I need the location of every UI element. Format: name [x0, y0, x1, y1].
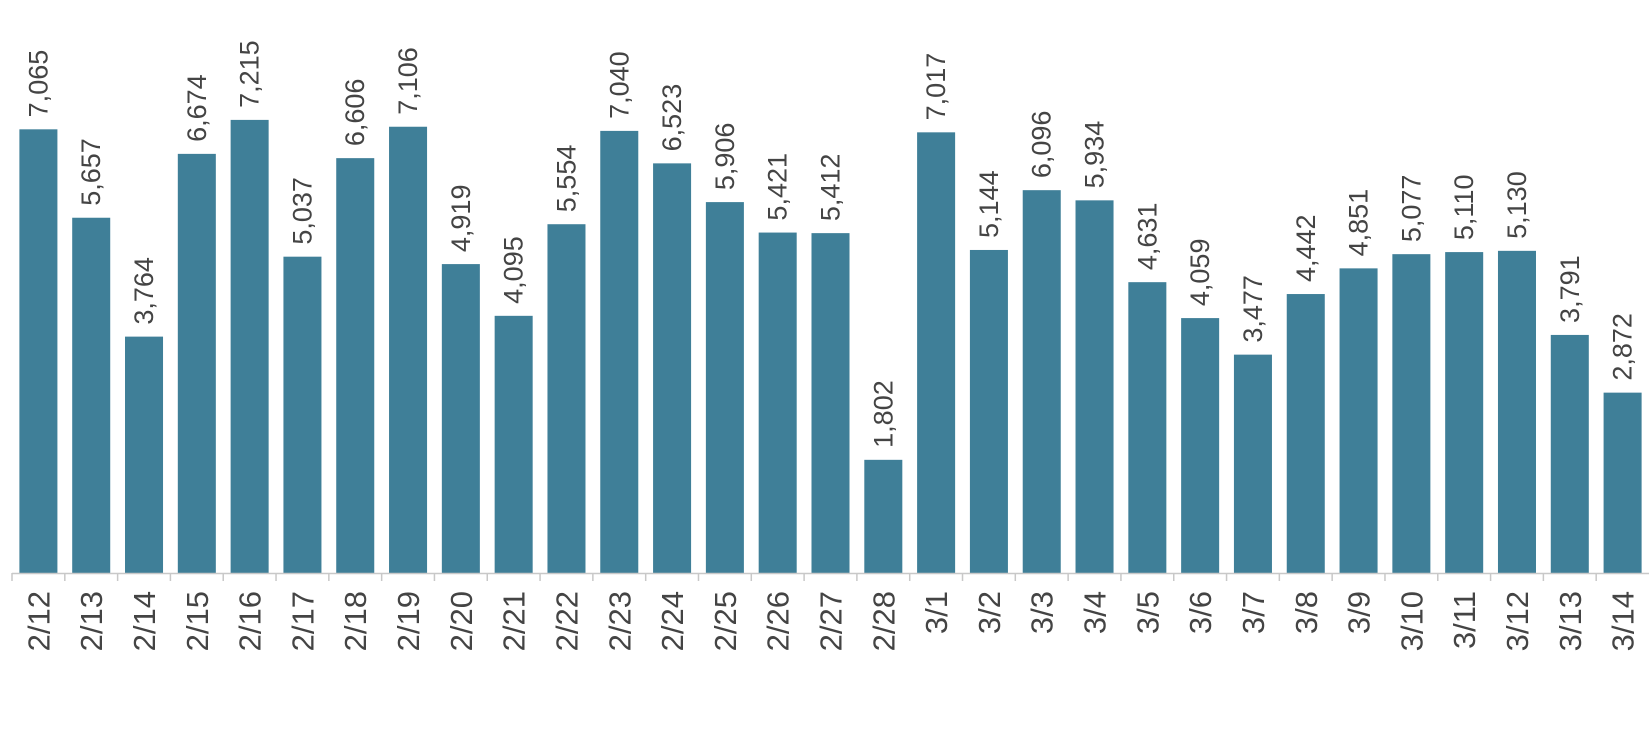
value-label-2-20: 4,919 [446, 185, 476, 253]
x-tick-label-3-7: 3/7 [1236, 591, 1271, 634]
bar-2-20 [441, 264, 480, 573]
bar-2-25 [705, 202, 744, 573]
x-tick-label-2-27: 2/27 [814, 591, 849, 651]
bar-3-6 [1181, 318, 1220, 573]
bar-3-5 [1128, 282, 1167, 573]
value-label-2-25: 5,906 [710, 123, 740, 191]
x-axis-tick-labels: 2/12 2/13 2/14 2/15 2/16 2/17 2/18 2/19 2/20 2/21… [21, 591, 1640, 651]
value-label-2-22: 5,554 [551, 145, 581, 213]
x-tick-label-2-24: 2/24 [655, 591, 690, 651]
bar-2-24 [653, 163, 692, 574]
x-tick-label-2-20: 2/20 [444, 591, 479, 651]
value-label-3-2: 5,144 [974, 170, 1004, 238]
x-tick-label-2-14: 2/14 [127, 591, 162, 651]
bar-3-11 [1445, 252, 1484, 573]
bar-3-13 [1550, 334, 1589, 573]
bar-2-22 [547, 224, 586, 573]
x-tick-label-2-12: 2/12 [21, 591, 56, 651]
x-tick-label-3-6: 3/6 [1183, 591, 1218, 634]
value-label-2-21: 4,095 [499, 236, 529, 304]
value-label-2-14: 3,764 [129, 257, 159, 325]
value-label-3-9: 4,851 [1344, 189, 1374, 257]
value-label-2-24: 6,523 [657, 84, 687, 152]
bar-3-7 [1233, 354, 1272, 573]
x-axis-ticks [11, 573, 1597, 581]
value-label-3-6: 4,059 [1185, 239, 1215, 307]
value-label-2-13: 5,657 [76, 138, 106, 206]
x-tick-label-3-1: 3/1 [919, 591, 954, 634]
value-label-3-11: 5,110 [1449, 175, 1479, 241]
bar-2-14 [125, 336, 164, 573]
x-tick-label-3-12: 3/12 [1500, 591, 1535, 651]
x-tick-label-2-21: 2/21 [497, 591, 532, 651]
value-label-2-27: 5,412 [816, 154, 846, 222]
x-tick-label-3-2: 3/2 [972, 591, 1007, 634]
value-label-2-23: 7,040 [604, 51, 634, 119]
value-label-3-4: 5,934 [1080, 121, 1110, 189]
x-tick-label-3-8: 3/8 [1289, 591, 1324, 634]
value-label-2-18: 6,606 [340, 79, 370, 147]
bar-2-28 [864, 459, 903, 573]
value-label-2-26: 5,421 [763, 153, 793, 221]
bar-3-12 [1497, 250, 1536, 573]
bar-2-16 [230, 119, 269, 574]
value-label-2-16: 7,215 [235, 40, 265, 108]
bars-layer [19, 119, 1642, 574]
x-tick-label-2-15: 2/15 [180, 591, 215, 651]
value-label-3-14: 2,872 [1608, 313, 1638, 381]
x-tick-label-2-13: 2/13 [74, 591, 109, 651]
value-label-2-28: 1,802 [868, 380, 898, 448]
bar-2-27 [811, 233, 850, 573]
value-label-3-12: 5,130 [1502, 171, 1532, 239]
value-label-3-1: 7,017 [921, 53, 951, 121]
x-tick-label-2-19: 2/19 [391, 591, 426, 651]
value-label-3-7: 3,477 [1238, 275, 1268, 343]
bar-3-1 [917, 132, 956, 573]
x-tick-label-2-25: 2/25 [708, 591, 743, 651]
value-labels-layer: 7,065 5,657 3,764 6,674 7,215 5,037 6,606 7,106… [23, 40, 1637, 448]
bar-2-18 [336, 158, 375, 573]
value-label-3-13: 3,791 [1555, 255, 1585, 323]
x-tick-label-3-3: 3/3 [1025, 591, 1060, 634]
x-tick-label-2-28: 2/28 [866, 591, 901, 651]
bar-2-15 [177, 153, 216, 573]
x-tick-label-3-13: 3/13 [1553, 591, 1588, 651]
x-tick-label-3-10: 3/10 [1394, 591, 1429, 651]
x-tick-label-3-9: 3/9 [1342, 591, 1377, 634]
bar-2-26 [758, 232, 797, 573]
x-tick-label-2-26: 2/26 [761, 591, 796, 651]
x-tick-label-3-5: 3/5 [1130, 591, 1165, 634]
bar-2-21 [494, 315, 533, 573]
value-label-2-15: 6,674 [182, 74, 212, 142]
bar-3-4 [1075, 200, 1114, 573]
value-label-2-17: 5,037 [287, 177, 317, 245]
value-label-3-8: 4,442 [1291, 214, 1321, 282]
x-tick-label-3-4: 3/4 [1078, 591, 1113, 634]
bar-3-8 [1286, 294, 1325, 573]
bar-3-2 [969, 249, 1008, 573]
bar-2-19 [389, 126, 428, 574]
x-tick-label-2-22: 2/22 [549, 591, 584, 651]
x-tick-label-2-18: 2/18 [338, 591, 373, 651]
bar-3-9 [1339, 268, 1378, 573]
bar-2-12 [19, 129, 58, 573]
bar-2-17 [283, 256, 322, 573]
value-label-3-10: 5,077 [1396, 175, 1426, 243]
bar-2-13 [72, 217, 111, 574]
bar-3-14 [1603, 392, 1642, 573]
bar-2-23 [600, 130, 639, 573]
value-label-2-19: 7,106 [393, 47, 423, 115]
x-tick-label-3-11: 3/11 [1447, 591, 1482, 649]
value-label-2-12: 7,065 [23, 50, 53, 118]
x-tick-label-2-17: 2/17 [285, 591, 320, 651]
x-tick-label-3-14: 3/14 [1606, 591, 1641, 651]
bar-3-3 [1022, 190, 1061, 574]
x-tick-label-2-23: 2/23 [602, 591, 637, 651]
value-label-3-3: 6,096 [1027, 111, 1057, 179]
bar-3-10 [1392, 254, 1431, 573]
value-label-3-5: 4,631 [1132, 203, 1162, 271]
x-tick-label-2-16: 2/16 [233, 591, 268, 651]
